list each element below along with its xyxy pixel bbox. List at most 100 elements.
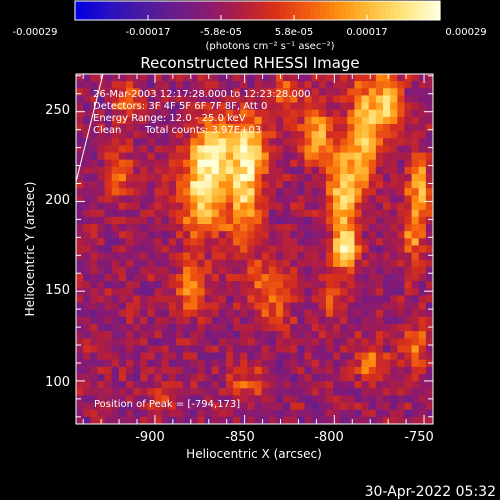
heatmap-cell — [183, 195, 191, 204]
colorbar-cell — [75, 1, 81, 20]
heatmap-cell — [375, 402, 384, 411]
heatmap-cell — [161, 266, 170, 275]
heatmap-cell — [211, 116, 220, 125]
heatmap-cell — [140, 331, 148, 339]
heatmap-cell — [297, 124, 305, 132]
heatmap-cell — [275, 402, 284, 411]
heatmap-cell — [233, 345, 241, 354]
heatmap-cell — [218, 124, 227, 132]
heatmap-cell — [297, 116, 305, 125]
heatmap-cell — [404, 74, 413, 82]
heatmap-cell — [76, 159, 84, 168]
heatmap-cell — [197, 281, 206, 289]
heatmap-cell — [375, 395, 384, 404]
heatmap-cell — [325, 345, 334, 354]
heatmap-cell — [383, 266, 391, 275]
heatmap-cell — [161, 81, 170, 89]
heatmap-cell — [118, 109, 127, 118]
heatmap-cell — [175, 116, 184, 125]
heatmap-cell — [361, 102, 370, 111]
heatmap-cell — [375, 302, 384, 311]
heatmap-cell — [90, 116, 98, 125]
heatmap-cell — [254, 216, 263, 225]
heatmap-cell — [383, 209, 391, 218]
heatmap-cell — [90, 152, 98, 161]
heatmap-cell — [361, 188, 370, 196]
heatmap-cell — [425, 331, 434, 339]
heatmap-cell — [383, 252, 391, 261]
heatmap-cell — [261, 202, 270, 211]
heatmap-cell — [354, 366, 363, 375]
heatmap-cell — [233, 202, 241, 211]
heatmap-cell — [125, 166, 134, 175]
heatmap-cell — [247, 181, 255, 189]
colorbar-tick-label: -0.00029 — [13, 27, 58, 38]
heatmap-cell — [325, 209, 334, 218]
heatmap-cell — [111, 152, 120, 161]
heatmap-cell — [261, 388, 270, 396]
heatmap-cell — [118, 202, 127, 211]
heatmap-cell — [233, 188, 241, 196]
heatmap-cell — [168, 166, 177, 175]
heatmap-cell — [304, 166, 313, 175]
heatmap-cell — [333, 302, 341, 311]
heatmap-cell — [261, 209, 270, 218]
heatmap-cell — [183, 402, 191, 411]
heatmap-cell — [283, 138, 291, 146]
heatmap-cell — [147, 295, 156, 304]
heatmap-cell — [411, 188, 420, 196]
heatmap-cell — [218, 266, 227, 275]
heatmap-cell — [240, 174, 248, 182]
heatmap-cell — [183, 409, 191, 418]
heatmap-cell — [204, 345, 213, 354]
heatmap-cell — [304, 88, 313, 96]
heatmap-cell — [247, 324, 255, 332]
heatmap-cell — [211, 202, 220, 211]
heatmap-cell — [76, 366, 84, 375]
heatmap-cell — [254, 181, 263, 189]
colorbar-cell — [380, 1, 386, 20]
heatmap-cell — [147, 331, 156, 339]
heatmap-cell — [347, 231, 355, 239]
heatmap-cell — [218, 374, 227, 382]
heatmap-cell — [404, 159, 413, 168]
heatmap-cell — [404, 395, 413, 404]
heatmap-cell — [90, 302, 98, 311]
heatmap-cell — [418, 352, 427, 361]
heatmap-cell — [404, 102, 413, 111]
heatmap-cell — [90, 238, 98, 246]
heatmap-cell — [104, 409, 113, 418]
heatmap-cell — [104, 95, 113, 104]
heatmap-cell — [390, 416, 398, 425]
heatmap-cell — [325, 195, 334, 204]
heatmap-cell — [283, 374, 291, 382]
heatmap-cell — [390, 266, 398, 275]
heatmap-cell — [325, 131, 334, 139]
heatmap-cell — [361, 152, 370, 161]
heatmap-cell — [425, 274, 434, 282]
heatmap-cell — [183, 345, 191, 354]
heatmap-cell — [240, 338, 248, 346]
heatmap-cell — [368, 181, 377, 189]
heatmap-cell — [254, 245, 263, 254]
heatmap-cell — [154, 352, 163, 361]
heatmap-cell — [190, 266, 198, 275]
chart-title: Reconstructed RHESSI Image — [140, 54, 359, 72]
heatmap-cell — [225, 231, 234, 239]
colorbar-cell — [100, 1, 106, 20]
heatmap-cell — [425, 238, 434, 246]
heatmap-cell — [97, 345, 106, 354]
heatmap-cell — [154, 88, 163, 96]
heatmap-cell — [390, 116, 398, 125]
heatmap-cell — [268, 188, 277, 196]
heatmap-cell — [118, 216, 127, 225]
heatmap-cell — [118, 331, 127, 339]
heatmap-cell — [268, 245, 277, 254]
heatmap-cell — [411, 74, 420, 82]
heatmap-cell — [254, 145, 263, 154]
heatmap-cell — [304, 188, 313, 196]
heatmap-cell — [340, 324, 348, 332]
heatmap-cell — [254, 302, 263, 311]
heatmap-cell — [418, 81, 427, 89]
heatmap-cell — [240, 188, 248, 196]
